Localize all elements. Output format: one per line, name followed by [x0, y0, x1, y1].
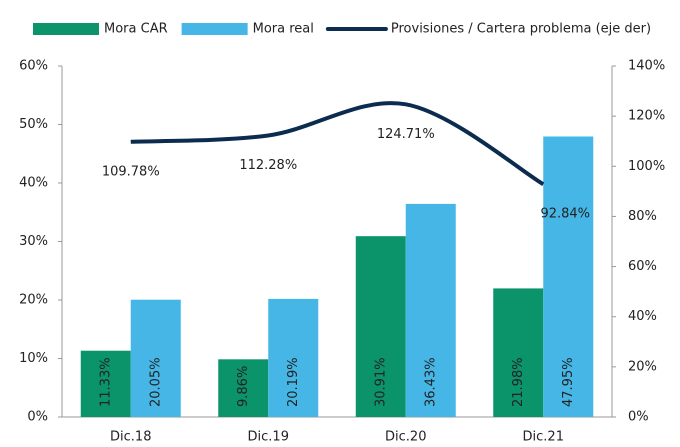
legend-label: Mora CAR	[104, 22, 168, 37]
bar	[355, 236, 406, 417]
bar-value-label: 36.43%	[423, 357, 438, 407]
bar	[268, 298, 319, 417]
y-tick-label: 10%	[19, 351, 48, 366]
y2-tick-label: 100%	[628, 159, 665, 174]
y-tick-label: 20%	[19, 293, 48, 308]
line-value-label: 92.84%	[540, 207, 590, 222]
line-value-label: 112.28%	[239, 158, 297, 173]
line-value-label: 124.71%	[377, 127, 435, 142]
y2-tick-label: 20%	[628, 359, 657, 374]
y2-tick-label: 40%	[628, 309, 657, 324]
line	[130, 101, 545, 186]
line-value-label: 109.78%	[102, 164, 160, 179]
bar-value-label: 9.86%	[236, 366, 251, 407]
legend-label: Mora real	[253, 22, 314, 37]
y2-tick-label: 0%	[628, 410, 649, 425]
bar	[543, 136, 594, 417]
bar	[80, 350, 131, 417]
y2-tick-label: 120%	[628, 109, 665, 124]
bar-value-label: 47.95%	[561, 357, 576, 407]
y-tick-label: 50%	[19, 117, 48, 132]
bar-value-label: 11.33%	[98, 357, 113, 407]
y-tick-label: 40%	[19, 176, 48, 191]
x-tick-label: Dic.21	[523, 430, 564, 445]
y2-tick-label: 140%	[628, 59, 665, 74]
legend-label: Provisiones / Cartera problema (eje der)	[391, 22, 651, 37]
legend-swatch	[181, 23, 248, 35]
bar	[493, 288, 544, 417]
bar	[218, 359, 269, 417]
bar-value-label: 30.91%	[373, 357, 388, 407]
y-tick-label: 0%	[27, 410, 48, 425]
x-tick-label: Dic.18	[110, 430, 151, 445]
bar-value-label: 20.05%	[148, 357, 163, 407]
y-tick-label: 60%	[19, 59, 48, 74]
bar-value-label: 21.98%	[511, 357, 526, 407]
y2-tick-label: 60%	[628, 259, 657, 274]
x-tick-label: Dic.20	[385, 430, 426, 445]
bar	[405, 203, 456, 417]
y2-tick-label: 80%	[628, 209, 657, 224]
bar-value-label: 20.19%	[286, 357, 301, 407]
x-tick-label: Dic.19	[248, 430, 289, 445]
legend-swatch	[33, 23, 99, 35]
bar	[130, 299, 181, 417]
y-tick-label: 30%	[19, 234, 48, 249]
